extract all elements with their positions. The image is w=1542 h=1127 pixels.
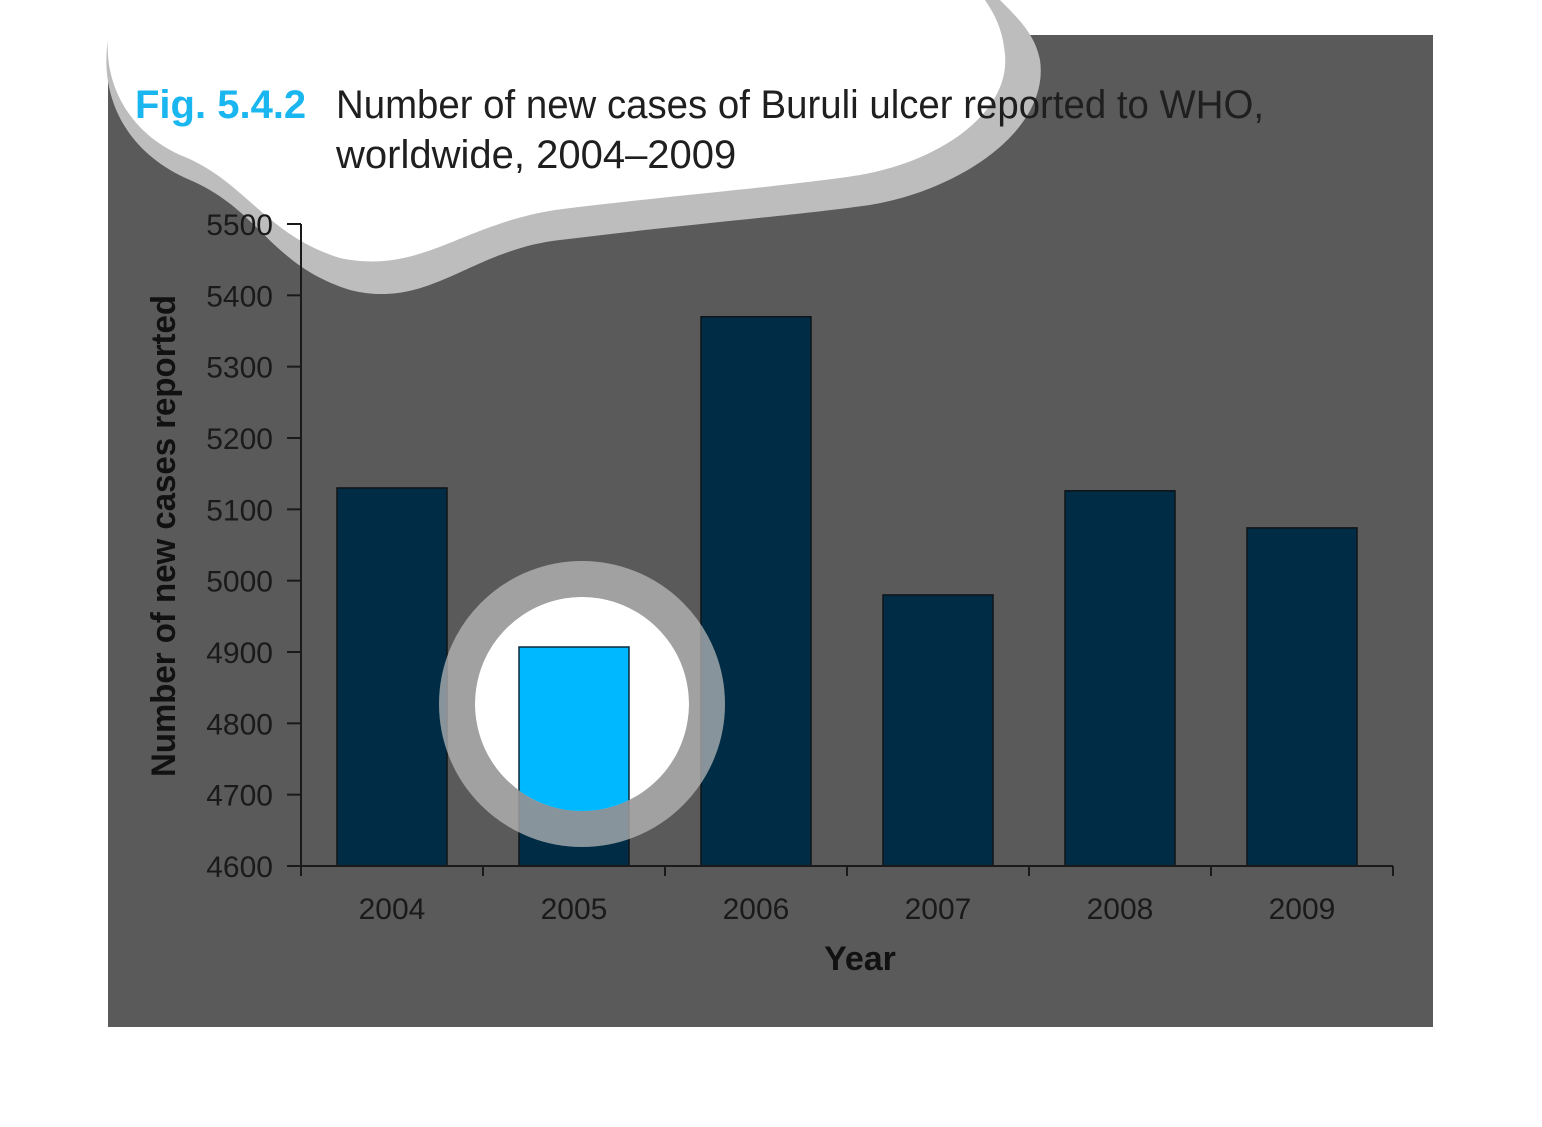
y-axis-title: Number of new cases reported — [145, 295, 183, 777]
y-tick-label: 5300 — [206, 352, 273, 385]
figure-label: Fig. 5.4.2 — [135, 83, 306, 127]
y-tick-label: 5500 — [206, 209, 273, 242]
bar-2005-highlighted — [518, 646, 630, 811]
x-tick-label: 2009 — [1269, 893, 1336, 926]
y-tick-label: 5100 — [206, 494, 273, 527]
y-axis-ticks: 4600 4700 4800 4900 5000 5100 5200 5300 5400 5500 — [206, 209, 301, 884]
y-tick-label: 4700 — [206, 780, 273, 813]
y-tick-label: 5200 — [206, 423, 273, 456]
x-tick-label: 2007 — [905, 893, 972, 926]
y-tick-label: 4900 — [206, 637, 273, 670]
chart-title-line-2: worldwide, 2004–2009 — [335, 133, 736, 177]
x-tick-label: 2004 — [359, 893, 426, 926]
title-callout — [107, 0, 1006, 262]
bar-2007 — [882, 594, 994, 867]
x-axis-ticks: 2004 2005 2006 2007 2008 2009 — [300, 866, 1394, 926]
y-tick-label: 4800 — [206, 708, 273, 741]
x-tick-label: 2006 — [723, 893, 790, 926]
bar-2004 — [336, 487, 448, 867]
x-tick-label: 2005 — [541, 893, 608, 926]
y-tick-label: 5400 — [206, 280, 273, 313]
bar-2008 — [1064, 490, 1176, 867]
bar-2006 — [700, 315, 812, 867]
chart-title-line-1: Number of new cases of Buruli ulcer repo… — [336, 83, 1264, 127]
highlight-callout — [439, 561, 725, 847]
y-tick-label: 5000 — [206, 566, 273, 599]
bar-2009 — [1246, 527, 1358, 867]
y-tick-label: 4600 — [206, 851, 273, 884]
highlight-ring — [439, 561, 725, 847]
x-axis-title: Year — [824, 940, 896, 978]
x-tick-label: 2008 — [1087, 893, 1154, 926]
